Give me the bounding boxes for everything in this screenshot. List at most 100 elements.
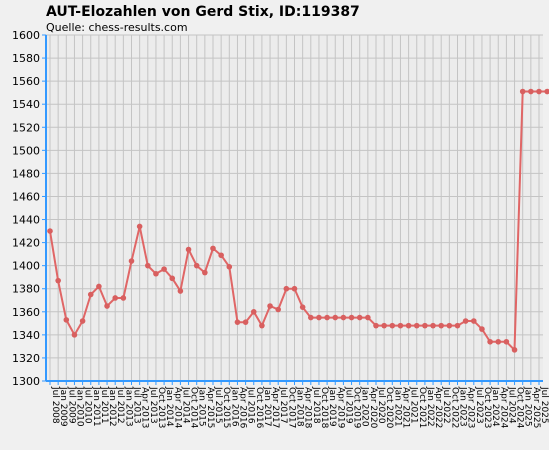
y-tick-label: 1400 [12,260,40,273]
data-point [511,347,518,353]
x-tick-label: Jul 2022 [441,386,451,424]
x-tick-label: Jul 2018 [311,386,321,424]
x-tick-label: Jan 2024 [490,386,500,427]
y-tick-label: 1480 [12,167,40,180]
data-point [63,317,70,323]
data-point [96,283,102,290]
x-tick-label: Jul 2020 [376,386,386,424]
x-tick-label: Jan 2018 [295,386,305,427]
y-tick-label: 1540 [12,98,40,111]
data-point [267,303,273,309]
data-point [389,322,396,329]
x-tick-label: Apr 2020 [368,387,378,429]
x-tick-label: Apr 2014 [172,387,182,429]
x-tick-label: Jan 2011 [91,386,101,427]
x-tick-label: Jul 2013 [148,386,158,424]
data-point [128,258,135,264]
y-tick-label: 1560 [12,75,40,88]
data-point [471,318,477,324]
y-axis-ticks: 1300 1320 1340 1360 1380 1400 1420 1440 1460 1480… [12,29,46,388]
data-point [193,262,200,269]
x-tick-label: Jan 2015 [197,386,207,427]
x-tick-label: Jan 2013 [123,386,133,427]
data-point [487,338,493,345]
data-point [446,322,453,329]
x-tick-label: Jul 2025 [539,386,549,424]
x-tick-label: Jul 2021 [409,386,419,424]
x-tick-label: Jul 2010 [83,386,93,424]
x-tick-label: Jul 2024 [506,386,516,424]
data-point [275,306,282,313]
y-tick-label: 1460 [12,190,40,203]
y-tick-label: 1520 [12,121,40,134]
series-elo [47,88,549,353]
data-point [299,304,306,310]
y-tick-label: 1420 [12,237,40,250]
data-point [259,322,265,329]
data-point [87,291,94,298]
data-point [454,322,461,329]
x-tick-label: Jan 2009 [58,386,68,427]
data-point [479,326,485,332]
data-point [242,319,249,325]
data-point [405,322,412,329]
x-tick-label: Apr 2021 [400,387,410,428]
x-tick-label: Apr 2023 [466,387,476,428]
data-point [120,295,127,301]
x-tick-label: Apr 2019 [335,387,345,429]
data-point [528,88,534,95]
data-point [169,275,176,282]
data-point [79,318,86,324]
data-point [340,314,347,321]
x-tick-label: Jul 2011 [99,386,109,424]
x-tick-label: Jul 2012 [115,386,125,424]
data-point [413,322,420,329]
x-tick-label: Oct 2015 [221,387,231,428]
x-tick-label: Jul 2017 [278,386,288,424]
x-tick-label: Jul 2023 [474,386,484,424]
data-point [291,285,298,292]
data-point [185,246,192,253]
x-tick-label: Oct 2014 [189,387,199,429]
x-tick-label: Oct 2016 [254,387,264,429]
x-tick-label: Jan 2014 [164,386,174,427]
data-point [104,303,110,309]
data-point [495,338,502,345]
data-point [234,319,241,325]
x-tick-label: Jan 2010 [74,386,84,427]
y-tick-label: 1600 [12,29,40,42]
grid-lines [46,34,543,382]
x-tick-label: Jan 2020 [360,386,370,427]
chart-title: AUT-Elozahlen von Gerd Stix, ID:119387 [46,4,360,20]
x-tick-label: Jul 2009 [66,386,76,424]
data-point [430,322,436,329]
data-point [381,322,387,329]
x-tick-label: Apr 2016 [237,387,247,429]
axes [45,35,543,382]
x-tick-label: Oct 2024 [515,387,525,429]
data-point [250,309,257,315]
x-tick-label: Oct 2013 [156,387,166,428]
x-tick-label: Oct 2017 [286,387,296,428]
x-tick-label: Jan 2021 [392,386,402,427]
data-point [202,269,208,276]
x-tick-label: Jul 2014 [180,386,190,424]
data-point [348,314,355,321]
x-tick-label: Jan 2022 [425,386,435,427]
data-point [373,322,379,329]
x-tick-label: Apr 2017 [270,387,280,428]
data-point [397,322,404,329]
data-point [177,288,184,294]
y-tick-label: 1360 [12,306,40,319]
data-point [283,285,290,292]
x-tick-label: Jan 2017 [262,386,272,427]
data-point [422,322,428,329]
x-tick-label: Jul 2019 [343,386,353,424]
data-point [47,228,53,234]
y-tick-label: 1300 [12,375,40,388]
x-tick-label: Jan 2025 [523,386,533,427]
x-tick-label: Apr 2013 [140,387,150,428]
x-tick-label: Oct 2021 [417,387,427,428]
